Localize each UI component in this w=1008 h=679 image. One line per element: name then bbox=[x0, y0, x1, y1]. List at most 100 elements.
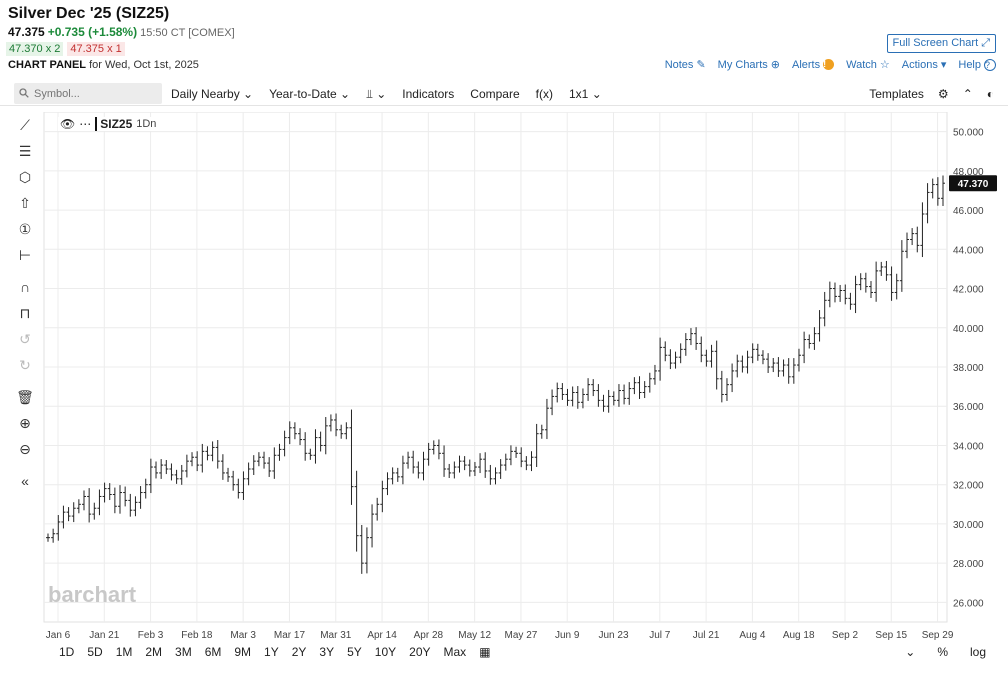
zoom-in-icon[interactable]: ⊕ bbox=[19, 414, 31, 431]
ask-value: 47.375 x 1 bbox=[67, 42, 125, 56]
ohlc-bar bbox=[663, 341, 668, 362]
calendar-icon[interactable]: ▦ bbox=[479, 645, 491, 659]
x-tick-label: Jan 21 bbox=[89, 630, 119, 641]
actions-menu[interactable]: Actions ▾ bbox=[902, 58, 947, 72]
my-charts-link[interactable]: My Charts ⊕ bbox=[718, 58, 780, 72]
line-draw-icon[interactable]: ⟋ bbox=[20, 116, 30, 133]
range-button-max[interactable]: Max bbox=[443, 645, 467, 659]
ohlc-bar bbox=[339, 424, 344, 439]
unlock-icon[interactable]: ⊓ bbox=[19, 304, 31, 321]
ohlc-bar bbox=[910, 228, 915, 246]
templates-button[interactable]: Templates bbox=[869, 87, 924, 101]
layout-label: 1x1 bbox=[568, 87, 589, 101]
x-tick-label: Sep 29 bbox=[922, 630, 954, 641]
x-tick-label: Sep 2 bbox=[832, 630, 859, 641]
ohlc-bar bbox=[370, 504, 375, 548]
chevrons-down-icon[interactable]: ⌄ bbox=[905, 645, 916, 659]
x-tick-label: Aug 4 bbox=[739, 630, 766, 641]
ohlc-bar bbox=[503, 453, 508, 471]
ohlc-bar bbox=[123, 486, 128, 507]
fib-icon[interactable]: ☰ bbox=[18, 142, 32, 159]
full-screen-chart-button[interactable]: Full Screen Chart ⤢ bbox=[886, 34, 996, 53]
ohlc-bar bbox=[699, 336, 704, 363]
range-button-2y[interactable]: 2Y bbox=[291, 645, 307, 659]
ohlc-bar bbox=[776, 357, 781, 377]
dark-mode-icon[interactable]: ◐ bbox=[986, 87, 994, 101]
chevron-down-icon: ⌄ bbox=[243, 87, 254, 101]
watch-link[interactable]: Watch ☆ bbox=[846, 58, 890, 72]
arrow-up-icon[interactable]: ⇧ bbox=[19, 194, 31, 211]
range-button-3m[interactable]: 3M bbox=[175, 645, 192, 659]
indicators-button[interactable]: Indicators bbox=[402, 87, 455, 101]
ohlc-bar bbox=[796, 348, 801, 372]
ohlc-bar bbox=[565, 388, 570, 406]
percent-toggle[interactable]: % bbox=[937, 645, 948, 659]
range-button-5y[interactable]: 5Y bbox=[347, 645, 362, 659]
ohlc-bar bbox=[580, 388, 585, 409]
help-label: Help bbox=[958, 58, 981, 71]
interval-dropdown[interactable]: Daily Nearby ⌄ bbox=[171, 87, 253, 102]
redo-icon[interactable]: ↻ bbox=[19, 356, 31, 373]
help-link[interactable]: Help? bbox=[958, 58, 996, 71]
price-chart[interactable]: 26.000 28.000 30.000 32.000 34.000 36.000 38.0… bbox=[42, 112, 1000, 642]
compare-button[interactable]: Compare bbox=[470, 87, 520, 101]
collapse-up-icon[interactable]: ⌃ bbox=[962, 87, 973, 101]
ohlc-bar bbox=[421, 451, 426, 481]
ohlc-bar bbox=[97, 489, 102, 516]
x-tick-label: Mar 3 bbox=[230, 630, 256, 641]
chart-svg[interactable]: 26.000 28.000 30.000 32.000 34.000 36.000 38.0… bbox=[42, 112, 1000, 642]
range-button-20y[interactable]: 20Y bbox=[409, 645, 431, 659]
collapse-icon[interactable]: « bbox=[21, 473, 29, 489]
range-button-5d[interactable]: 5D bbox=[87, 645, 103, 659]
y-tick-label: 36.000 bbox=[953, 402, 984, 413]
ohlc-bar bbox=[688, 328, 693, 346]
ohlc-bar bbox=[292, 422, 297, 440]
ohlc-bar bbox=[282, 430, 287, 457]
undo-icon[interactable]: ↺ bbox=[19, 330, 31, 347]
range-button-1d[interactable]: 1D bbox=[59, 645, 75, 659]
ohlc-bar bbox=[390, 467, 395, 485]
ohlc-bar bbox=[277, 443, 282, 461]
trash-icon[interactable]: 🗑 bbox=[16, 388, 34, 405]
bid-ask: 47.370 x 2 47.375 x 1 bbox=[6, 42, 125, 56]
range-button-2m[interactable]: 2M bbox=[145, 645, 163, 659]
ohlc-bar bbox=[256, 452, 261, 467]
ohlc-bar bbox=[154, 461, 159, 479]
range-button-6m[interactable]: 6M bbox=[204, 645, 222, 659]
range-button-1y[interactable]: 1Y bbox=[264, 645, 279, 659]
magnet-icon[interactable]: ∩ bbox=[19, 279, 31, 295]
number-marker-icon[interactable]: ① bbox=[18, 220, 32, 237]
measure-icon[interactable]: ⊢ bbox=[18, 246, 32, 263]
ohlc-bar bbox=[560, 383, 565, 400]
help-icon: ? bbox=[984, 58, 996, 71]
zoom-out-icon[interactable]: ⊖ bbox=[19, 440, 31, 457]
range-button-10y[interactable]: 10Y bbox=[374, 645, 397, 659]
ohlc-bar bbox=[719, 370, 724, 403]
symbol-search-input[interactable] bbox=[14, 83, 162, 104]
ohlc-bar bbox=[622, 384, 627, 405]
range-button-3y[interactable]: 3Y bbox=[319, 645, 335, 659]
layout-dropdown[interactable]: 1x1 ⌄ bbox=[569, 87, 602, 102]
ohlc-bar bbox=[298, 428, 303, 446]
y-tick-label: 48.000 bbox=[953, 167, 984, 178]
eye-icon[interactable]: 👁 bbox=[60, 117, 76, 131]
ohlc-bar bbox=[740, 355, 745, 373]
y-tick-label: 44.000 bbox=[953, 245, 984, 256]
ohlc-bar bbox=[472, 461, 477, 477]
watch-label: Watch bbox=[846, 58, 877, 71]
ohlc-bar bbox=[231, 470, 236, 491]
gear-icon[interactable]: ⚙ bbox=[937, 87, 949, 101]
ohlc-bar bbox=[303, 432, 308, 461]
notes-link[interactable]: Notes ✎ bbox=[665, 58, 706, 72]
period-dropdown[interactable]: Year-to-Date ⌄ bbox=[269, 87, 350, 102]
more-icon[interactable]: ⋯ bbox=[79, 117, 92, 131]
alerts-link[interactable]: Alerts! bbox=[792, 59, 835, 71]
log-toggle[interactable]: log bbox=[969, 645, 986, 659]
range-button-9m[interactable]: 9M bbox=[234, 645, 252, 659]
ohlc-bar bbox=[678, 343, 683, 364]
ohlc-bar bbox=[133, 496, 138, 517]
chart-type-dropdown[interactable]: ⫫ ⌄ bbox=[366, 87, 386, 102]
shape-icon[interactable]: ⬡ bbox=[18, 168, 32, 185]
function-button[interactable]: f(x) bbox=[535, 87, 553, 101]
range-button-1m[interactable]: 1M bbox=[115, 645, 133, 659]
